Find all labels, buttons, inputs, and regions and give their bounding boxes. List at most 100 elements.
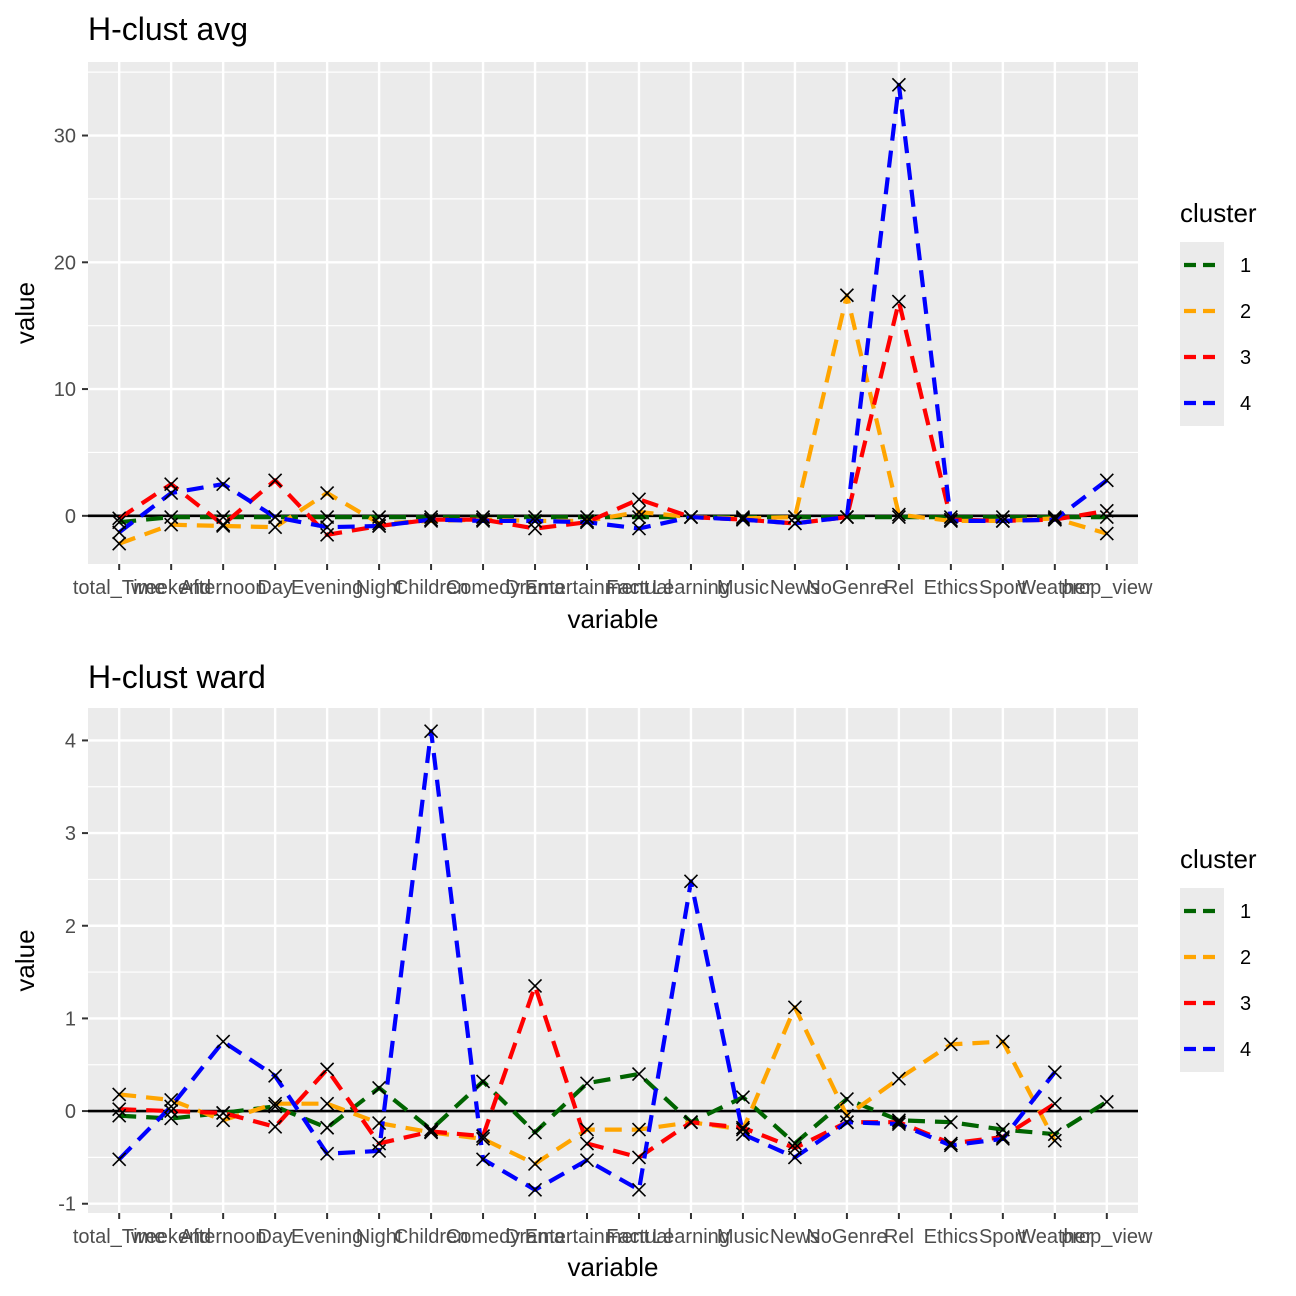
x-tick-label: Sport bbox=[979, 577, 1027, 599]
chart-panel-2: -1 0 1 2 3 4 total_TimeweekendAfternoonDayEven… bbox=[10, 659, 1257, 1282]
data-point-1 bbox=[1047, 510, 1062, 525]
y-tick-label: 4 bbox=[65, 730, 76, 752]
data-point-1 bbox=[268, 1099, 283, 1114]
data-point-4 bbox=[320, 1146, 335, 1161]
data-point-2 bbox=[995, 1034, 1010, 1049]
data-point-3 bbox=[268, 1119, 283, 1134]
data-point-3 bbox=[995, 1129, 1010, 1145]
x-tick-label: Afternoon bbox=[180, 577, 267, 599]
data-point-4 bbox=[995, 513, 1010, 528]
data-point-3 bbox=[112, 511, 127, 526]
data-point-2 bbox=[164, 517, 179, 532]
x-tick-label: prop_view bbox=[1061, 577, 1153, 599]
data-point-2 bbox=[735, 1122, 751, 1137]
x-tick-label: weekend bbox=[130, 577, 211, 599]
x-tick-label: Ethics bbox=[924, 1226, 978, 1248]
data-point-4 bbox=[787, 516, 802, 531]
data-point-2 bbox=[112, 536, 127, 551]
y-tick-label: 10 bbox=[54, 379, 76, 401]
data-point-2 bbox=[216, 518, 231, 534]
data-point-2 bbox=[268, 520, 283, 535]
data-point-1 bbox=[424, 510, 439, 525]
data-point-3 bbox=[683, 1115, 699, 1130]
data-point-3 bbox=[943, 1136, 958, 1151]
data-point-4 bbox=[1047, 512, 1062, 527]
data-point-3 bbox=[112, 1102, 127, 1117]
legend-label-4: 4 bbox=[1240, 393, 1251, 415]
data-point-4 bbox=[787, 1150, 802, 1165]
data-point-2 bbox=[1099, 526, 1114, 541]
y-tick-label: 20 bbox=[54, 252, 76, 274]
data-point-4 bbox=[631, 1182, 647, 1197]
data-point-2 bbox=[527, 1156, 543, 1171]
data-point-4 bbox=[579, 1153, 595, 1168]
chart-title: H-clust ward bbox=[88, 659, 266, 695]
data-point-1 bbox=[475, 510, 491, 525]
x-tick-label: Rel bbox=[884, 1226, 914, 1248]
data-point-4 bbox=[735, 1127, 751, 1142]
x-tick-label: Afternoon bbox=[180, 1226, 267, 1248]
data-point-1 bbox=[735, 1090, 751, 1105]
data-point-1 bbox=[527, 1125, 543, 1140]
data-point-3 bbox=[891, 1115, 906, 1130]
x-tick-label: prop_view bbox=[1061, 1226, 1153, 1248]
data-point-2 bbox=[631, 1122, 647, 1137]
plot-background bbox=[88, 62, 1138, 564]
data-point-2 bbox=[891, 507, 906, 522]
data-point-1 bbox=[631, 510, 647, 525]
data-point-3 bbox=[1099, 503, 1114, 518]
data-point-4 bbox=[216, 477, 231, 492]
legend-label-1: 1 bbox=[1240, 255, 1251, 277]
y-tick-label: 3 bbox=[65, 823, 76, 845]
x-tick-label: Learning bbox=[652, 1226, 730, 1248]
data-point-1 bbox=[527, 510, 543, 525]
data-point-4 bbox=[943, 513, 958, 528]
data-point-2 bbox=[891, 1071, 906, 1086]
legend-label-1: 1 bbox=[1240, 901, 1251, 923]
y-tick-label: 0 bbox=[65, 1101, 76, 1123]
legend-label-2: 2 bbox=[1240, 301, 1251, 323]
data-point-2 bbox=[631, 504, 647, 520]
data-point-2 bbox=[112, 1087, 127, 1102]
data-point-3 bbox=[735, 1120, 751, 1135]
data-point-2 bbox=[579, 1122, 595, 1137]
data-point-3 bbox=[216, 1105, 231, 1120]
x-tick-label: total_Time bbox=[73, 1226, 166, 1248]
data-point-1 bbox=[164, 1111, 179, 1126]
data-point-4 bbox=[631, 521, 647, 536]
x-tick-label: Factual bbox=[606, 1226, 672, 1248]
data-point-4 bbox=[683, 874, 699, 889]
data-point-3 bbox=[475, 1129, 491, 1144]
legend-label-4: 4 bbox=[1240, 1039, 1251, 1061]
data-point-2 bbox=[839, 288, 854, 303]
data-point-2 bbox=[1047, 1133, 1062, 1148]
data-point-4 bbox=[891, 1116, 906, 1132]
y-tick-label: 0 bbox=[65, 506, 76, 528]
data-point-1 bbox=[579, 1076, 595, 1091]
data-point-3 bbox=[372, 1136, 387, 1151]
data-point-2 bbox=[839, 1108, 854, 1123]
data-point-4 bbox=[112, 1152, 127, 1167]
legend-label-2: 2 bbox=[1240, 947, 1251, 969]
x-tick-label: Factual bbox=[606, 577, 672, 599]
data-point-1 bbox=[943, 510, 958, 525]
x-tick-label: Night bbox=[356, 577, 403, 599]
x-tick-label: Evening bbox=[291, 1226, 363, 1248]
x-tick-label: Learning bbox=[652, 577, 730, 599]
x-tick-label: Music bbox=[717, 1226, 769, 1248]
data-point-2 bbox=[579, 513, 595, 528]
x-tick-label: Comedy bbox=[446, 577, 520, 599]
data-point-2 bbox=[943, 1037, 958, 1052]
x-tick-label: Evening bbox=[291, 577, 363, 599]
x-tick-label: Day bbox=[257, 577, 293, 599]
data-point-4 bbox=[164, 485, 179, 501]
data-point-3 bbox=[475, 512, 491, 527]
x-tick-label: Weather bbox=[1017, 577, 1093, 599]
data-point-4 bbox=[320, 520, 335, 535]
data-point-4 bbox=[475, 513, 491, 528]
data-point-2 bbox=[787, 510, 802, 525]
x-tick-label: Comedy bbox=[446, 1226, 520, 1248]
data-point-1 bbox=[112, 1108, 127, 1123]
data-point-4 bbox=[1099, 473, 1114, 488]
data-point-1 bbox=[579, 510, 595, 525]
